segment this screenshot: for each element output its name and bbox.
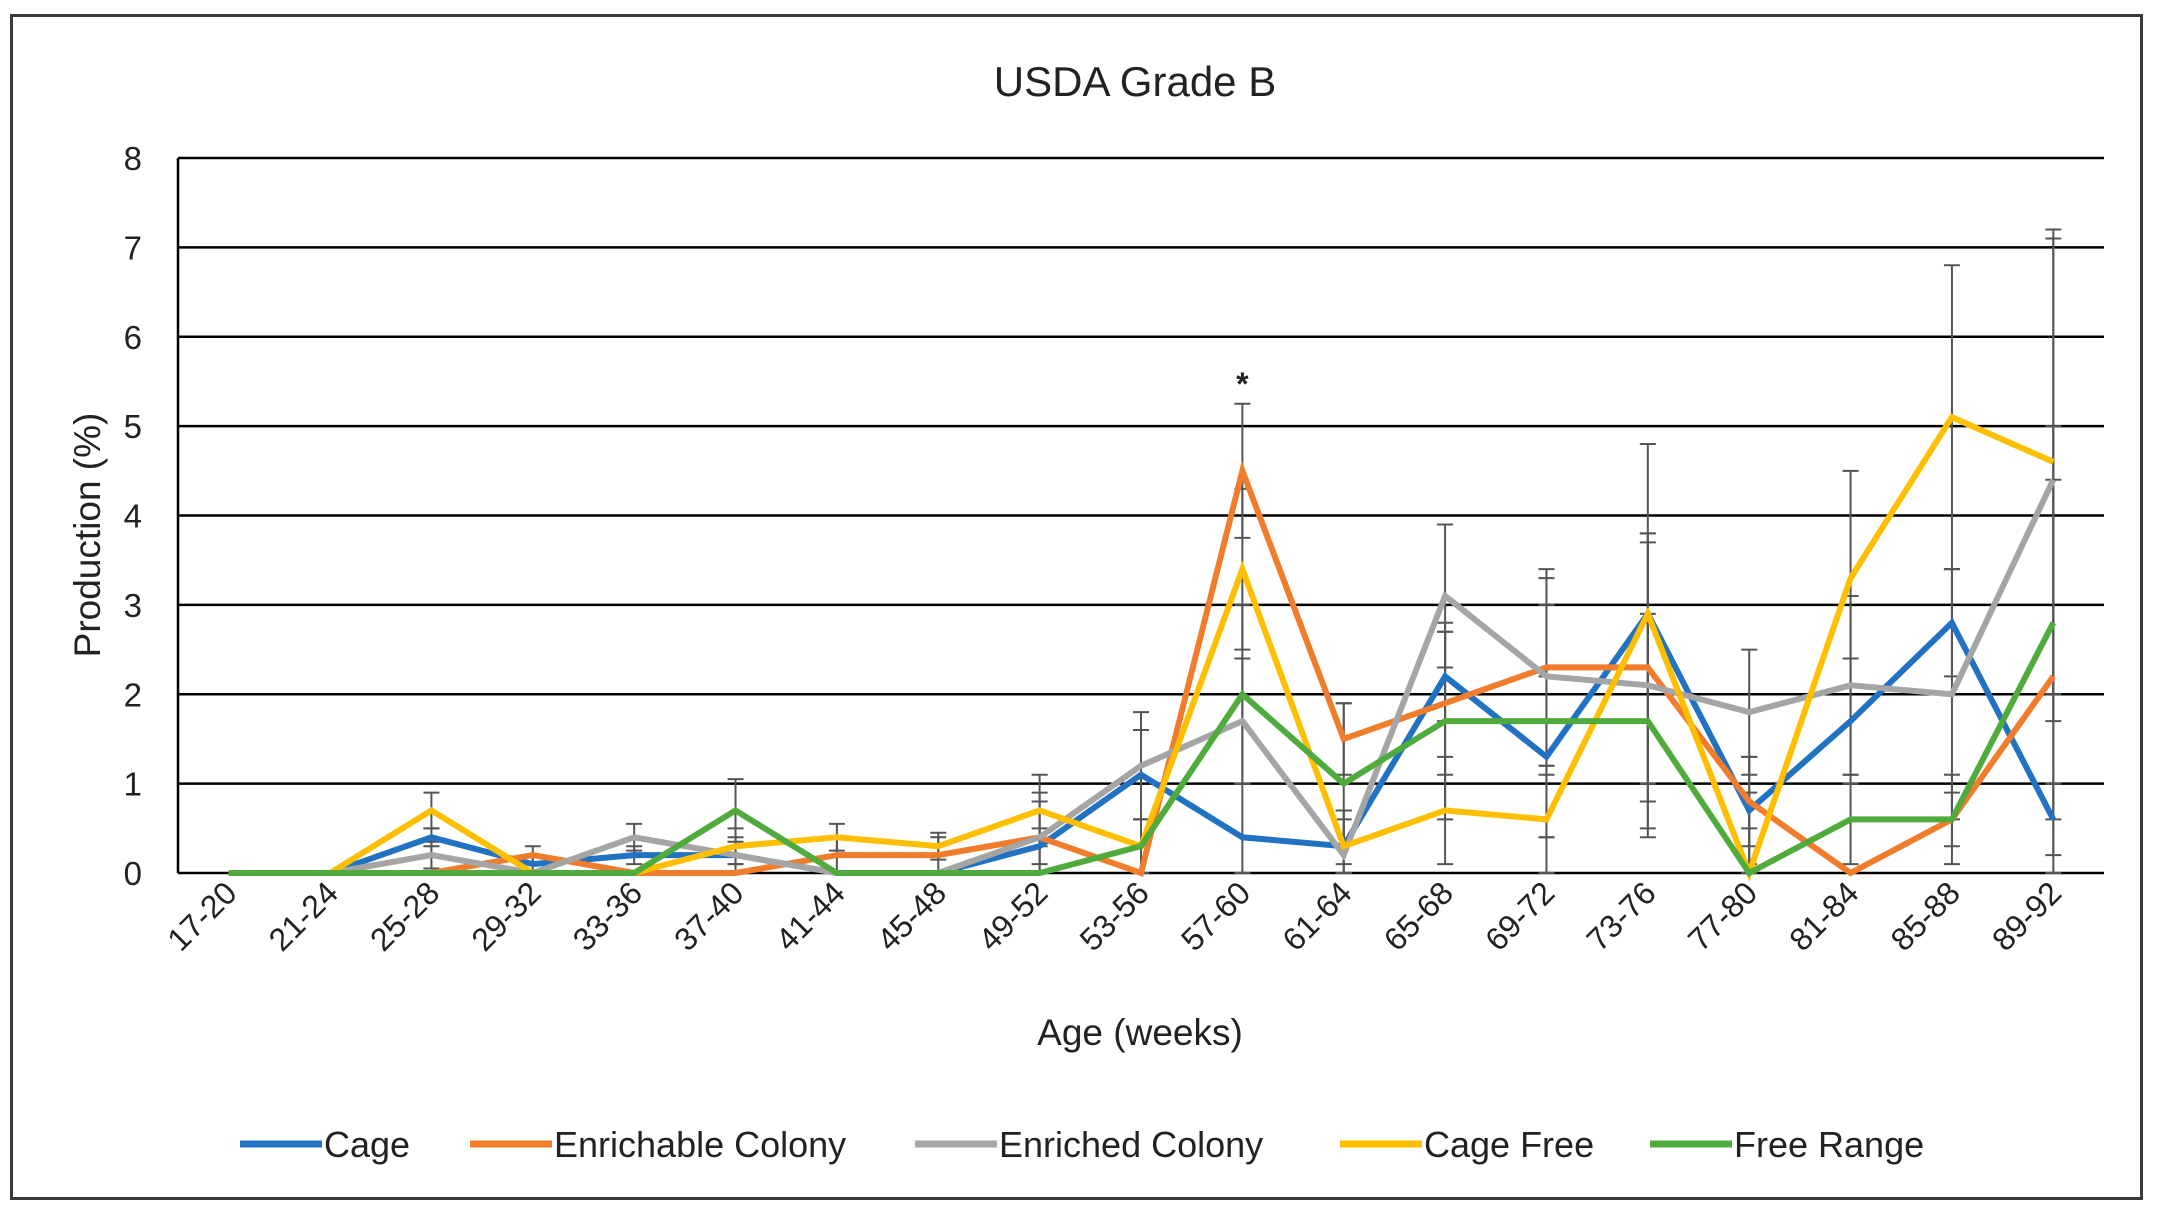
series-line-free-range	[228, 621, 2056, 877]
legend-label: Enriched Colony	[999, 1124, 1263, 1165]
y-tick-label: 7	[124, 229, 142, 266]
y-tick-label: 8	[124, 140, 142, 177]
chart-frame	[10, 14, 2143, 1200]
x-tick-label: 17-20	[160, 874, 243, 957]
x-tick-label: 69-72	[1478, 874, 1561, 957]
x-tick-label: 49-52	[971, 874, 1054, 957]
y-tick-label: 3	[124, 587, 142, 624]
x-tick-label: 85-88	[1884, 874, 1967, 957]
legend-item: Cage Free	[1340, 1124, 1594, 1165]
x-tick-label: 53-56	[1073, 874, 1156, 957]
error-bars	[423, 228, 2062, 874]
x-tick-label: 73-76	[1579, 874, 1662, 957]
x-axis-label: Age (weeks)	[1037, 1012, 1243, 1053]
y-tick-labels: 0 1 2 3 4 5 6 7 8	[124, 140, 142, 892]
series-lines	[228, 413, 2057, 882]
x-tick-label: 81-84	[1782, 874, 1865, 957]
series-line-enrichable-colony	[228, 460, 2056, 877]
series-line-cage	[228, 608, 2056, 876]
x-tick-label: 61-64	[1275, 874, 1358, 957]
legend-label: Cage	[324, 1124, 410, 1165]
x-tick-label: 25-28	[363, 874, 446, 957]
x-tick-label: 33-36	[566, 874, 649, 957]
legend-item: Enriched Colony	[915, 1124, 1263, 1165]
x-tick-label: 57-60	[1174, 874, 1257, 957]
legend-item: Free Range	[1650, 1124, 1924, 1165]
y-tick-label: 5	[124, 408, 142, 445]
legend-item: Enrichable Colony	[470, 1124, 846, 1165]
legend-label: Cage Free	[1424, 1124, 1594, 1165]
x-tick-label: 45-48	[870, 874, 953, 957]
y-tick-label: 6	[124, 319, 142, 356]
x-tick-label: 65-68	[1377, 874, 1460, 957]
chart-title: USDA Grade B	[994, 58, 1276, 105]
y-tick-label: 0	[124, 855, 142, 892]
y-tick-label: 2	[124, 676, 142, 713]
legend-label: Enrichable Colony	[554, 1124, 846, 1165]
legend-label: Free Range	[1734, 1124, 1924, 1165]
significance-marker: *	[1236, 366, 1249, 402]
x-tick-label: 41-44	[769, 874, 852, 957]
x-tick-label: 37-40	[667, 874, 750, 957]
y-tick-label: 1	[124, 766, 142, 803]
x-tick-label: 21-24	[262, 874, 345, 957]
legend: Cage Enrichable Colony Enriched Colony Cage…	[240, 1124, 1924, 1165]
y-axis-label: Production (%)	[67, 413, 108, 658]
y-tick-label: 4	[124, 498, 142, 535]
error-bar	[1234, 782, 1251, 874]
x-tick-label: 29-32	[464, 874, 547, 957]
x-tick-label: 77-80	[1681, 874, 1764, 957]
x-tick-labels: 17-20 21-24 25-28 29-32 33-36 37-40 41-44 45-48…	[160, 874, 2068, 957]
x-tick-label: 89-92	[1985, 874, 2068, 957]
annotations: *	[1236, 366, 1249, 402]
legend-item: Cage	[240, 1124, 410, 1165]
